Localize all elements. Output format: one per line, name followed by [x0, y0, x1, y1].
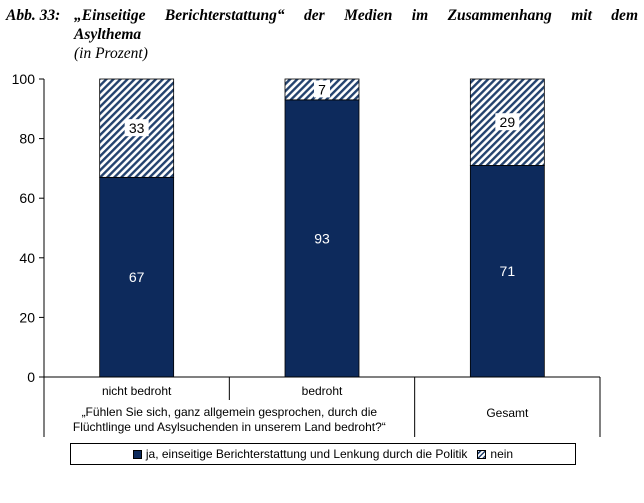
legend-item-nein: nein	[477, 447, 513, 461]
y-tick-label-0: 0	[27, 369, 35, 385]
legend-swatch-ja	[132, 449, 142, 459]
bar-ja-1	[284, 99, 360, 378]
legend-label-nein: nein	[490, 447, 514, 461]
bars-layer: 67 33 93 7 71 29	[99, 78, 545, 378]
legend-item-ja: ja, einseitige Berichterstattung und Len…	[132, 447, 468, 461]
y-tick-label-5: 100	[12, 71, 36, 87]
y-tick-label-2: 40	[19, 250, 35, 266]
data-label-bg-nein-1	[314, 80, 330, 98]
figure-caption: Abb. 33: „Einseitige Berichterstattung“ …	[6, 6, 638, 63]
data-label-nein-0: 33	[129, 120, 145, 136]
legend: ja, einseitige Berichterstattung und Len…	[70, 443, 576, 465]
y-tick-label-1: 20	[19, 309, 35, 325]
category-label-1: bedroht	[302, 384, 343, 398]
bar-nein-2	[469, 78, 545, 166]
chart-title: „Einseitige Berichterstattung“ der Medie…	[74, 7, 638, 24]
data-label-ja-2: 71	[500, 263, 516, 279]
axes-layer: 0 20 40 60 80 100	[12, 71, 45, 385]
category-layer: nicht bedroht bedroht Gesamt „Fühlen Sie si…	[43, 376, 601, 437]
data-label-nein-2: 29	[500, 114, 516, 130]
data-label-bg-nein-2	[495, 113, 520, 131]
bar-ja-0	[99, 176, 175, 378]
group-question-label: „Fühlen Sie sich, ganz allgemein gesproc…	[73, 405, 386, 434]
y-tick-label-4: 80	[19, 131, 35, 147]
data-label-bg-nein-0	[124, 119, 149, 137]
figure-number: Abb. 33:	[6, 7, 61, 24]
data-label-ja-0: 67	[129, 269, 145, 285]
category-label-2: Gesamt	[486, 406, 529, 420]
category-label-0: nicht bedroht	[102, 384, 172, 398]
legend-swatch-nein	[477, 449, 487, 459]
chart-title-line2: Asylthema	[74, 26, 142, 43]
data-label-nein-1: 7	[318, 81, 326, 97]
legend-label-ja: ja, einseitige Berichterstattung und Len…	[145, 447, 468, 461]
data-label-ja-1: 93	[314, 230, 330, 246]
chart-subtitle: (in Prozent)	[74, 45, 148, 62]
y-tick-label-3: 60	[19, 190, 35, 206]
